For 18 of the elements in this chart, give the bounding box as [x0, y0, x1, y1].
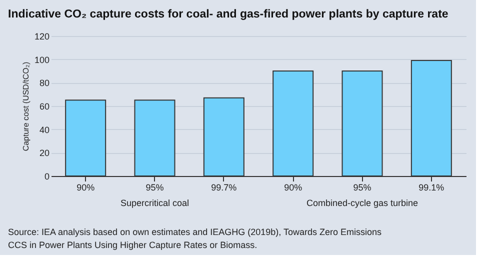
- x-tick-label: 99.1%: [418, 182, 444, 192]
- chart-title: Indicative CO₂ capture costs for coal- and gas-fired power plants by capture rate: [8, 8, 448, 20]
- y-tick-label: 120: [34, 32, 50, 42]
- y-tick-label: 0: [44, 172, 50, 182]
- y-axis-title: Capture cost (USD/tCO₂): [21, 61, 30, 152]
- y-tick-label: 80: [39, 78, 50, 88]
- y-tick-label: 100: [34, 54, 50, 65]
- x-tick-label: 95%: [146, 182, 164, 192]
- y-tick-label: 20: [39, 148, 50, 158]
- text: Supercritical coal: [120, 198, 190, 208]
- y-tick-label: 60: [39, 102, 50, 112]
- x-tick-label: 90%: [284, 182, 302, 192]
- x-tick-label: 90%: [76, 182, 95, 192]
- source-note: Source: IEA analysis based on own estimates and IEAGHG (2019b), Towards Zero Emissions CCS in Power Plants Using Higher Capture Rates or Biomass.: [8, 227, 382, 250]
- y-tick-label: 40: [39, 124, 50, 135]
- x-tick-label: 95%: [353, 182, 372, 192]
- text: Combined-cycle gas turbine: [306, 198, 418, 208]
- x-tick-label: 99.7%: [211, 182, 237, 192]
